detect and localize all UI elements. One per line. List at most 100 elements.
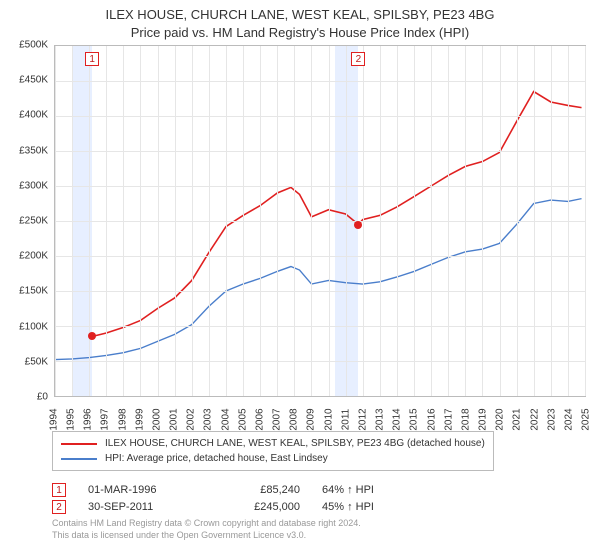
gridline-v bbox=[175, 46, 176, 396]
y-tick-label: £200K bbox=[19, 251, 48, 262]
x-tick-label: 2009 bbox=[306, 408, 317, 430]
legend-row: ILEX HOUSE, CHURCH LANE, WEST KEAL, SPIL… bbox=[61, 436, 485, 451]
gridline-h bbox=[55, 326, 585, 327]
gridline-v bbox=[363, 46, 364, 396]
gridline-h bbox=[55, 116, 585, 117]
legend: ILEX HOUSE, CHURCH LANE, WEST KEAL, SPIL… bbox=[52, 431, 494, 471]
gridline-v bbox=[585, 46, 586, 396]
gridline-v bbox=[277, 46, 278, 396]
sales-row: 2 30-SEP-2011 £245,000 45% ↑ HPI bbox=[52, 500, 592, 514]
x-tick-label: 2024 bbox=[563, 408, 574, 430]
x-tick-label: 2000 bbox=[151, 408, 162, 430]
gridline-v bbox=[192, 46, 193, 396]
title-line-2: Price paid vs. HM Land Registry's House … bbox=[8, 24, 592, 42]
gridline-v bbox=[500, 46, 501, 396]
x-tick-label: 2018 bbox=[460, 408, 471, 430]
gridline-v bbox=[482, 46, 483, 396]
gridline-v bbox=[551, 46, 552, 396]
legend-swatch bbox=[61, 458, 97, 460]
x-tick-label: 1998 bbox=[117, 408, 128, 430]
gridline-v bbox=[329, 46, 330, 396]
x-tick-label: 2021 bbox=[512, 408, 523, 430]
sales-row: 1 01-MAR-1996 £85,240 64% ↑ HPI bbox=[52, 483, 592, 497]
gridline-v bbox=[414, 46, 415, 396]
x-tick-label: 2001 bbox=[169, 408, 180, 430]
x-tick-label: 2003 bbox=[203, 408, 214, 430]
y-axis: £0£50K£100K£150K£200K£250K£300K£350K£400… bbox=[10, 45, 52, 397]
x-tick-label: 2016 bbox=[426, 408, 437, 430]
y-tick-label: £450K bbox=[19, 75, 48, 86]
x-tick-label: 2012 bbox=[357, 408, 368, 430]
gridline-v bbox=[158, 46, 159, 396]
gridline-v bbox=[260, 46, 261, 396]
y-tick-label: £50K bbox=[25, 356, 48, 367]
x-tick-label: 2004 bbox=[220, 408, 231, 430]
footer-line-2: This data is licensed under the Open Gov… bbox=[52, 530, 592, 542]
x-tick-label: 1995 bbox=[66, 408, 77, 430]
gridline-v bbox=[243, 46, 244, 396]
y-tick-label: £100K bbox=[19, 321, 48, 332]
sales-table: 1 01-MAR-1996 £85,240 64% ↑ HPI 2 30-SEP-2011… bbox=[52, 483, 592, 514]
y-tick-label: £500K bbox=[19, 40, 48, 51]
gridline-v bbox=[209, 46, 210, 396]
y-tick-label: £350K bbox=[19, 145, 48, 156]
sale-price: £245,000 bbox=[220, 501, 300, 513]
x-tick-label: 1999 bbox=[134, 408, 145, 430]
gridline-v bbox=[89, 46, 90, 396]
x-axis: 1994199519961997199819992000200120022003… bbox=[54, 397, 586, 425]
sale-date: 01-MAR-1996 bbox=[88, 484, 198, 496]
legend-label: HPI: Average price, detached house, East… bbox=[105, 451, 328, 466]
sale-hpi-delta: 64% ↑ HPI bbox=[322, 484, 422, 496]
sale-price: £85,240 bbox=[220, 484, 300, 496]
x-tick-label: 2017 bbox=[443, 408, 454, 430]
y-tick-label: £150K bbox=[19, 286, 48, 297]
gridline-h bbox=[55, 361, 585, 362]
x-tick-label: 2006 bbox=[254, 408, 265, 430]
x-tick-label: 2022 bbox=[529, 408, 540, 430]
gridline-h bbox=[55, 186, 585, 187]
sale-number-box: 1 bbox=[52, 483, 66, 497]
x-tick-label: 1996 bbox=[83, 408, 94, 430]
gridline-v bbox=[106, 46, 107, 396]
gridline-h bbox=[55, 81, 585, 82]
gridline-v bbox=[72, 46, 73, 396]
x-tick-label: 1997 bbox=[100, 408, 111, 430]
gridline-v bbox=[397, 46, 398, 396]
x-tick-label: 2013 bbox=[375, 408, 386, 430]
x-tick-label: 2011 bbox=[340, 409, 351, 431]
legend-label: ILEX HOUSE, CHURCH LANE, WEST KEAL, SPIL… bbox=[105, 436, 485, 451]
sale-number-box: 2 bbox=[52, 500, 66, 514]
gridline-v bbox=[534, 46, 535, 396]
chart-title: ILEX HOUSE, CHURCH LANE, WEST KEAL, SPIL… bbox=[8, 6, 592, 41]
gridline-v bbox=[294, 46, 295, 396]
sale-hpi-delta: 45% ↑ HPI bbox=[322, 501, 422, 513]
gridline-h bbox=[55, 151, 585, 152]
x-tick-label: 2010 bbox=[323, 408, 334, 430]
x-tick-label: 2023 bbox=[546, 408, 557, 430]
legend-row: HPI: Average price, detached house, East… bbox=[61, 451, 485, 466]
sale-dot bbox=[88, 332, 96, 340]
gridline-v bbox=[346, 46, 347, 396]
gridline-v bbox=[123, 46, 124, 396]
y-tick-label: £0 bbox=[37, 392, 48, 403]
x-tick-label: 2019 bbox=[478, 408, 489, 430]
x-tick-label: 2014 bbox=[392, 408, 403, 430]
series-hpi bbox=[55, 199, 582, 360]
x-tick-label: 2002 bbox=[186, 408, 197, 430]
x-tick-label: 2007 bbox=[272, 408, 283, 430]
x-tick-label: 2025 bbox=[581, 408, 592, 430]
gridline-h bbox=[55, 256, 585, 257]
gridline-h bbox=[55, 221, 585, 222]
title-line-1: ILEX HOUSE, CHURCH LANE, WEST KEAL, SPIL… bbox=[8, 6, 592, 24]
gridline-v bbox=[568, 46, 569, 396]
gridline-v bbox=[448, 46, 449, 396]
gridline-v bbox=[226, 46, 227, 396]
sale-dot bbox=[354, 221, 362, 229]
attribution-footer: Contains HM Land Registry data © Crown c… bbox=[52, 518, 592, 541]
x-tick-label: 2005 bbox=[237, 408, 248, 430]
gridline-v bbox=[380, 46, 381, 396]
sale-date: 30-SEP-2011 bbox=[88, 501, 198, 513]
y-tick-label: £300K bbox=[19, 180, 48, 191]
gridline-v bbox=[517, 46, 518, 396]
gridline-v bbox=[431, 46, 432, 396]
